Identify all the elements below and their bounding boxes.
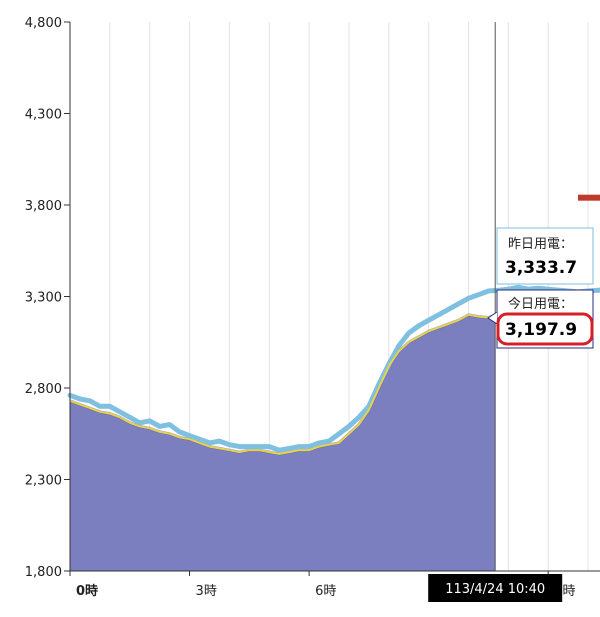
x-tick-label: 3時 xyxy=(196,584,217,599)
y-tick-label: 4,800 xyxy=(25,16,62,31)
y-tick-label: 1,800 xyxy=(25,565,62,580)
x-tick-label: 6時 xyxy=(315,584,336,599)
y-tick-label: 4,300 xyxy=(25,108,62,123)
y-tick-label: 2,300 xyxy=(25,474,62,489)
tooltips: 昨日用電： 3,333.7 今日用電： 3,197.9 xyxy=(487,227,594,349)
yesterday-tooltip-value: 3,333.7 xyxy=(505,258,577,278)
axes: 4,800 4,300 3,800 3,300 2,800 2,300 1,800 0時 3時 6… xyxy=(25,16,600,599)
today-tooltip-pointer xyxy=(487,311,498,325)
y-tick-label: 2,800 xyxy=(25,382,62,397)
time-cursor[interactable]: 113/4/24 10:40 xyxy=(428,22,563,602)
today-tooltip-label: 今日用電： xyxy=(508,296,573,312)
series-layer xyxy=(67,194,600,571)
today-tooltip-value: 3,197.9 xyxy=(505,320,577,340)
today-usage-line xyxy=(69,313,496,455)
cursor-label-box xyxy=(428,574,563,602)
y-tick-label: 3,300 xyxy=(25,291,62,306)
yesterday-usage-line xyxy=(67,284,600,453)
yesterday-tooltip-box xyxy=(496,227,594,285)
today-value-highlight xyxy=(496,312,594,346)
today-tooltip-box xyxy=(496,289,594,349)
yesterday-tooltip-label: 昨日用電： xyxy=(508,237,573,252)
x-tick-label: 0時 xyxy=(76,583,98,599)
y-tick-label: 3,800 xyxy=(25,199,62,214)
cursor-time-label: 113/4/24 10:40 xyxy=(445,582,545,597)
today-usage-area xyxy=(70,314,496,571)
reference-marker xyxy=(578,194,600,201)
